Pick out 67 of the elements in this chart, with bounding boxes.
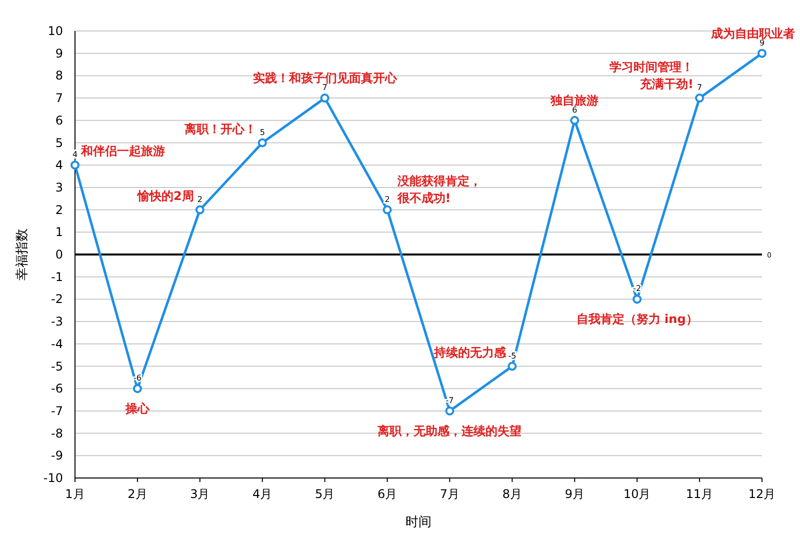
annotation: 实践！和孩子们见面真开心 bbox=[252, 71, 398, 86]
y-tick-label: 1 bbox=[55, 225, 63, 240]
annotation: 自我肯定（努力 ing） bbox=[576, 312, 698, 326]
point bbox=[70, 160, 80, 170]
x-tick-label: 11月 bbox=[686, 487, 714, 501]
y-tick-label: -3 bbox=[51, 314, 63, 329]
point bbox=[258, 138, 267, 148]
x-axis-title: 时间 bbox=[406, 515, 432, 530]
y-tick-label: -5 bbox=[51, 359, 63, 374]
y-tick-label: 10 bbox=[48, 24, 63, 38]
annotation: 学习时间管理！充满干劲! bbox=[610, 60, 694, 92]
point bbox=[758, 48, 766, 58]
x-tick-label: 10月 bbox=[623, 487, 651, 501]
point bbox=[382, 205, 392, 214]
x-tick-label: 6月 bbox=[377, 487, 398, 501]
annotation: 成为自由职业者 bbox=[710, 26, 795, 40]
y-tick-label: -10 bbox=[43, 471, 63, 485]
x-tick-label: 5月 bbox=[315, 487, 335, 501]
data-label: 6 bbox=[572, 105, 578, 114]
point bbox=[570, 116, 580, 125]
x-tick-label: 1月 bbox=[65, 487, 85, 501]
y-tick-label: 8 bbox=[55, 68, 63, 83]
annotation: 独自旅游 bbox=[550, 93, 599, 108]
x-tick-label: 2月 bbox=[128, 487, 148, 501]
y-tick-label: -1 bbox=[51, 270, 63, 284]
data-label: 9 bbox=[759, 38, 765, 48]
point bbox=[320, 94, 330, 103]
data-label: 2 bbox=[197, 194, 202, 204]
y-tick-label: -8 bbox=[51, 426, 63, 440]
y-tick-label: 7 bbox=[55, 91, 63, 106]
point bbox=[632, 294, 642, 304]
data-label: 7 bbox=[322, 83, 328, 92]
y-tick-label: 0 bbox=[55, 248, 63, 262]
x-tick-label: 3月 bbox=[190, 487, 210, 501]
point bbox=[445, 406, 454, 416]
y-tick-label: 2 bbox=[55, 202, 63, 217]
x-tick-label: 12月 bbox=[748, 487, 776, 501]
y-tick-label: -6 bbox=[51, 382, 63, 396]
y-tick-label: -4 bbox=[51, 336, 63, 351]
data-label: 2 bbox=[384, 194, 390, 204]
x-tick-label: 8月 bbox=[502, 487, 522, 501]
data-label: 5 bbox=[260, 128, 265, 137]
y-tick-label: 5 bbox=[55, 136, 63, 150]
x-tick-label: 7月 bbox=[440, 487, 460, 501]
point bbox=[508, 362, 517, 371]
x-tick-label: 4月 bbox=[252, 487, 272, 501]
y-tick-label: 9 bbox=[55, 46, 63, 60]
annotation: 离职！开心！ bbox=[183, 122, 256, 136]
annotation: 没能获得肯定，很不成功! bbox=[396, 174, 482, 205]
annotation: 愉快的2周 bbox=[136, 188, 194, 203]
data-label: -6 bbox=[133, 374, 142, 383]
annotation: 持续的无力感 bbox=[433, 345, 508, 360]
annotation: 离职，无助感，连续的失望 bbox=[376, 424, 522, 438]
y-tick-label: 4 bbox=[55, 158, 63, 172]
annotation: 和伴侣一起旅游 bbox=[80, 144, 165, 158]
y-tick-label: -7 bbox=[51, 404, 63, 418]
y-tick-label: 3 bbox=[55, 180, 63, 194]
y-axis-title: 幸福指数 bbox=[15, 228, 30, 280]
data-label: 7 bbox=[697, 83, 702, 92]
y-tick-label: -9 bbox=[51, 448, 63, 463]
point bbox=[132, 384, 142, 394]
point bbox=[695, 94, 704, 103]
annotation: 操心 bbox=[124, 402, 150, 416]
y-tick-label: 6 bbox=[55, 113, 63, 128]
x-tick-label: 9月 bbox=[564, 487, 584, 501]
y-tick-label: -2 bbox=[51, 292, 63, 306]
point bbox=[195, 205, 204, 214]
